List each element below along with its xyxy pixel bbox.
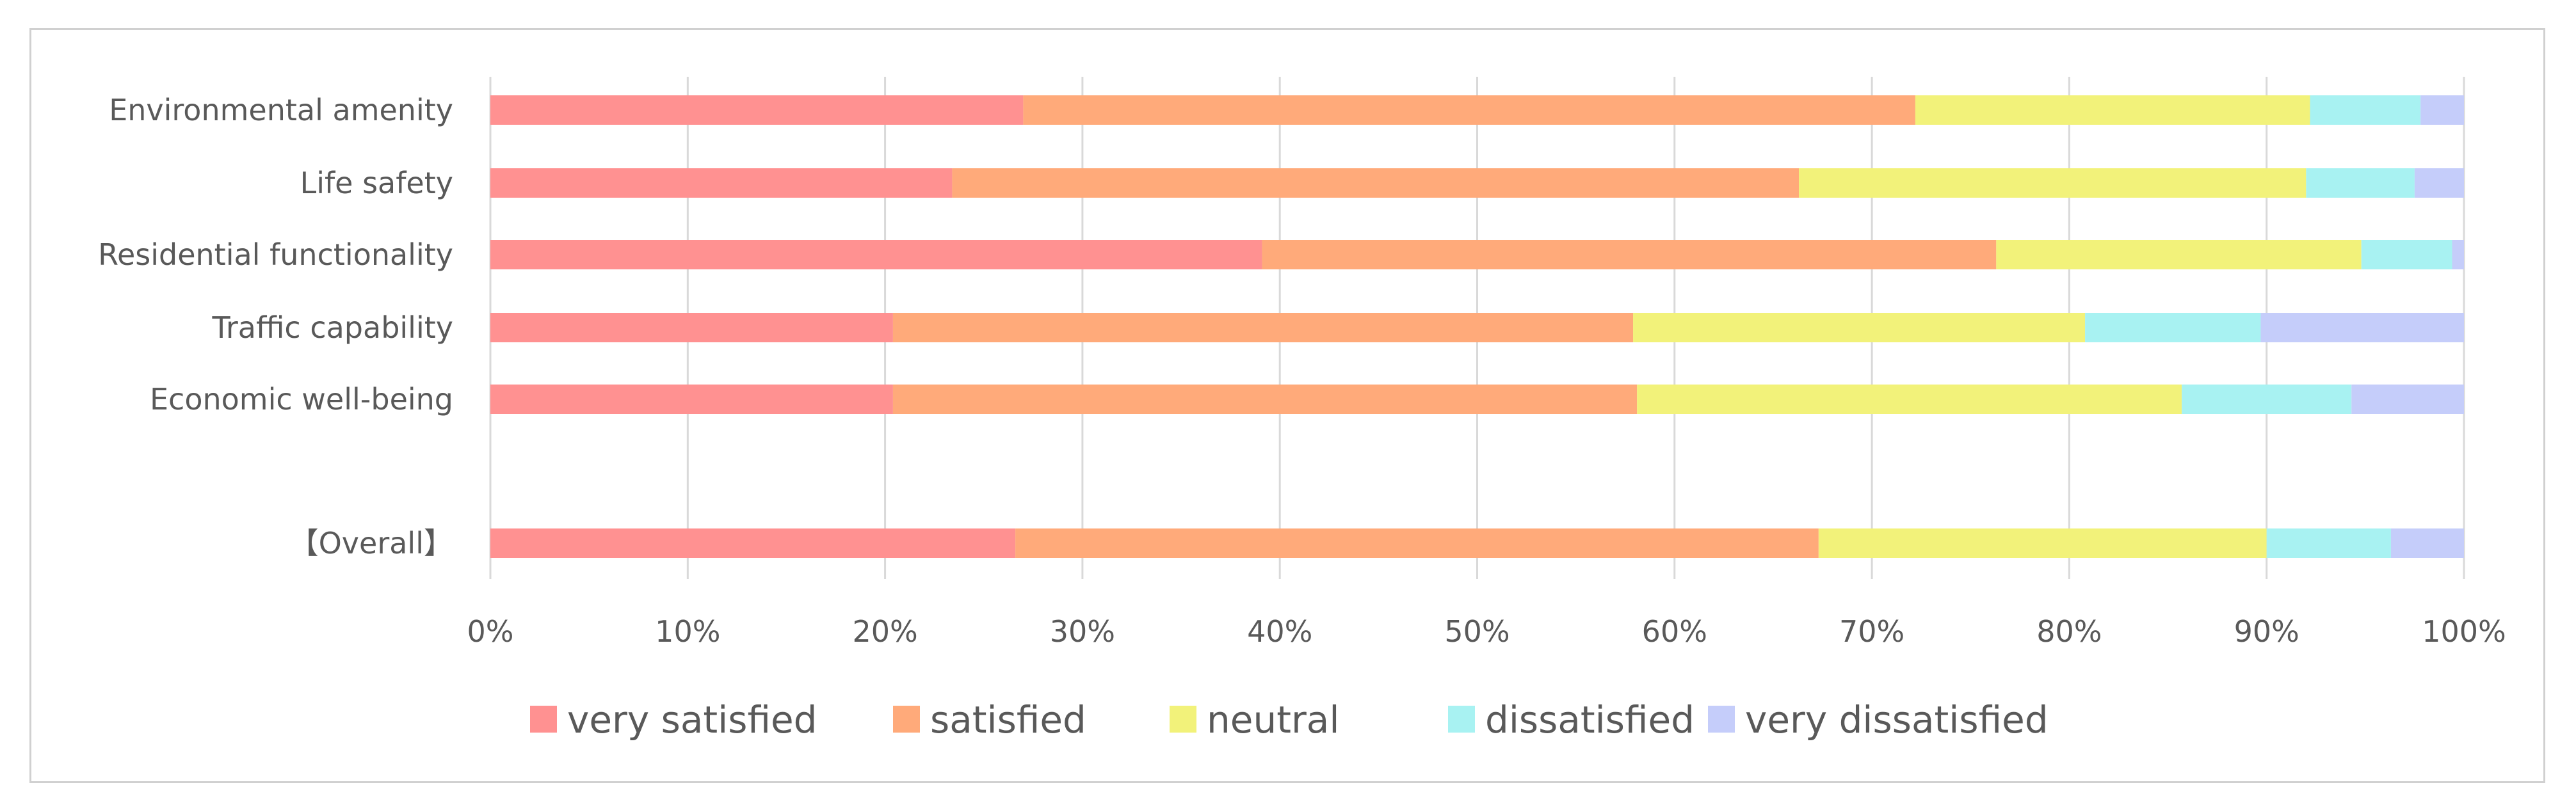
bar-segment (2260, 313, 2464, 342)
x-tick-label: 40% (1247, 614, 1312, 649)
bar-segment (2390, 528, 2464, 558)
bar-segment (1633, 313, 2086, 342)
legend-label: very dissatisfied (1745, 698, 2049, 742)
bar-segment (2085, 313, 2261, 342)
legend: very satisfied satisfied neutral dissatisfi… (530, 698, 2049, 742)
bar-segment (490, 313, 893, 342)
bar-segment (2452, 240, 2464, 269)
bar-segment (490, 528, 1016, 558)
legend-item: neutral (1170, 698, 1339, 742)
legend-swatch (893, 706, 920, 733)
bar-segment (2351, 385, 2464, 414)
bar-segment (490, 95, 1024, 125)
category-label: Residential functionality (98, 237, 453, 272)
bar-segment (490, 168, 953, 198)
legend-item: very dissatisfied (1708, 698, 2049, 742)
legend-label: neutral (1207, 698, 1339, 742)
x-tick-label: 50% (1444, 614, 1509, 649)
x-tick-label: 0% (467, 614, 514, 649)
bar-segment (2306, 168, 2415, 198)
bar-segment (1799, 168, 2306, 198)
x-tick-label: 100% (2422, 614, 2506, 649)
x-tick-label: 20% (852, 614, 917, 649)
x-tick-label: 10% (655, 614, 720, 649)
bar-segment (1637, 385, 2182, 414)
bar-segment (2361, 240, 2452, 269)
legend-item: dissatisfied (1448, 698, 1695, 742)
bars (490, 95, 2464, 558)
legend-item: satisfied (893, 698, 1086, 742)
bar-segment (1015, 528, 1819, 558)
category-labels: Environmental amenity Life safety Resident… (98, 93, 453, 560)
legend-label: very satisfied (567, 698, 817, 742)
bar-segment (2310, 95, 2421, 125)
x-tick-label: 30% (1050, 614, 1115, 649)
bar-segment (490, 385, 893, 414)
x-tick-label: 90% (2234, 614, 2299, 649)
x-tick-label: 60% (1642, 614, 1707, 649)
bar-segment (2182, 385, 2352, 414)
legend-swatch (1708, 706, 1735, 733)
bar-segment (1023, 95, 1915, 125)
x-tick-labels: 0% 10% 20% 30% 40% 50% 60% 70% 80% 90% 100% (467, 614, 2506, 649)
x-tick-label: 80% (2036, 614, 2102, 649)
bar-segment (1262, 240, 1997, 269)
category-label: Economic well-being (150, 382, 453, 417)
x-tick-label: 70% (1839, 614, 1904, 649)
bar-segment (2414, 168, 2464, 198)
bar-segment (1915, 95, 2310, 125)
bar-segment (1818, 528, 2267, 558)
legend-swatch (1448, 706, 1475, 733)
legend-label: dissatisfied (1485, 698, 1695, 742)
legend-label: satisfied (930, 698, 1086, 742)
bar-segment (1996, 240, 2362, 269)
bar-segment (490, 240, 1262, 269)
legend-item: very satisfied (530, 698, 817, 742)
category-label: Life safety (300, 166, 453, 200)
bar-segment (2266, 528, 2391, 558)
bar-segment (892, 385, 1638, 414)
bar-segment (892, 313, 1634, 342)
category-label: 【Overall】 (289, 526, 453, 560)
category-label: Environmental amenity (109, 93, 453, 127)
legend-swatch (530, 706, 557, 733)
legend-swatch (1170, 706, 1196, 733)
bar-segment (952, 168, 1799, 198)
bar-segment (2420, 95, 2464, 125)
category-label: Traffic capability (212, 310, 454, 345)
